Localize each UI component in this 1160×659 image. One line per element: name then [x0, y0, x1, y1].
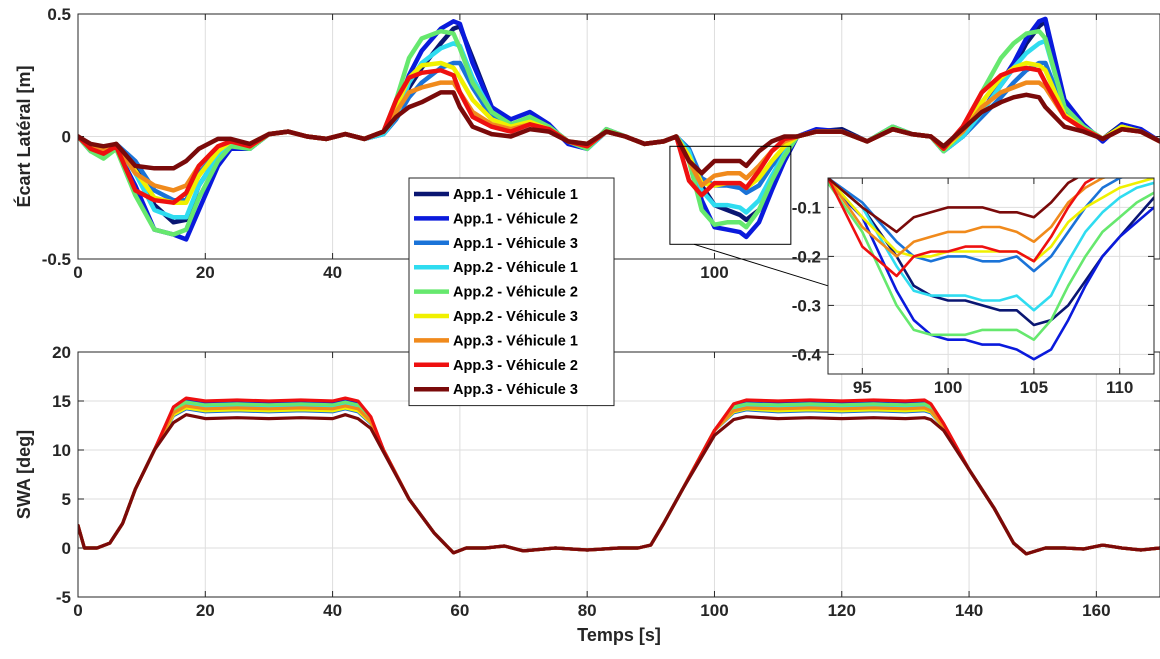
swa-y-tick-label: 15 — [52, 392, 71, 411]
lateral-x-tick-label: 20 — [196, 263, 215, 282]
swa-x-tick-label: 20 — [196, 601, 215, 620]
swa-x-tick-label: 0 — [73, 601, 82, 620]
zoom-x-tick-label: 105 — [1020, 378, 1048, 397]
legend-box — [408, 177, 615, 407]
swa-x-tick-label: 100 — [700, 601, 728, 620]
legend-entry-label: App.1 - Véhicule 3 — [453, 236, 578, 252]
legend-entry-label: App.2 - Véhicule 2 — [453, 285, 578, 301]
swa-x-axis-label: Temps [s] — [577, 625, 661, 645]
lateral-y-tick-label: -0.5 — [42, 250, 71, 269]
zoom-series-app-2-v-hicule-2 — [828, 181, 1154, 341]
zoom-series-group — [828, 178, 1154, 361]
swa-x-tick-label: 60 — [450, 601, 469, 620]
lateral-x-tick-label: 40 — [323, 263, 342, 282]
swa-y-tick-label: -5 — [56, 588, 71, 607]
swa-y-tick-label: 20 — [52, 343, 71, 362]
lateral-x-tick-label: 0 — [73, 263, 82, 282]
legend-entry-label: App.2 - Véhicule 3 — [453, 309, 578, 325]
zoom-axes-frame — [827, 177, 1155, 375]
zoom-y-tick-label: -0.3 — [792, 296, 821, 315]
zoom-y-tick-label: -0.4 — [792, 345, 822, 364]
swa-y-tick-label: 10 — [52, 441, 71, 460]
swa-y-tick-label: 5 — [62, 490, 71, 509]
legend: App.1 - Véhicule 1 App.1 - Véhicule 2 App.… — [408, 177, 615, 407]
zoom-series-app-3-v-hicule-1 — [828, 178, 1108, 258]
lateral-y-tick-label: 0 — [62, 128, 71, 147]
swa-x-tick-label: 120 — [828, 601, 856, 620]
swa-series-app-3-v-hicule-3 — [78, 413, 1160, 556]
lateral-y-tick-label: 0.5 — [47, 5, 71, 24]
zoom-y-tick-label: -0.2 — [792, 247, 821, 266]
zoom-series-app-1-v-hicule-2 — [828, 181, 1154, 361]
lateral-series-app-3-v-hicule-3 — [78, 90, 1160, 176]
zoom-series-app-1-v-hicule-3 — [828, 178, 1125, 273]
swa-x-tick-label: 160 — [1082, 601, 1110, 620]
zoom-series-app-3-v-hicule-3 — [828, 178, 1080, 234]
swa-x-tick-label: 80 — [578, 601, 597, 620]
legend-entry-label: App.1 - Véhicule 2 — [453, 211, 578, 227]
zoom-y-tick-label: -0.1 — [792, 198, 821, 217]
swa-series-group — [78, 396, 1160, 556]
swa-x-tick-label: 140 — [955, 601, 983, 620]
zoom-region-box — [669, 145, 792, 245]
legend-entry-label: App.1 - Véhicule 1 — [453, 187, 578, 203]
zoom-connector-line — [693, 243, 829, 287]
lateral-series-group — [78, 16, 1160, 242]
lateral-axes-frame — [77, 13, 1160, 260]
swa-y-axis-label: SWA [deg] — [14, 430, 34, 519]
zoom-x-tick-label: 110 — [1106, 378, 1133, 397]
legend-entry-label: App.2 - Véhicule 1 — [453, 260, 578, 276]
swa-plot-background — [78, 352, 1160, 597]
swa-x-tick-label: 40 — [323, 601, 342, 620]
lateral-y-axis-label: Écart Latéral [m] — [13, 65, 34, 207]
zoom-series-app-2-v-hicule-1 — [828, 178, 1154, 312]
zoom-x-tick-label: 100 — [934, 378, 962, 397]
lateral-x-tick-label: 100 — [700, 263, 728, 282]
swa-y-tick-label: 0 — [62, 539, 71, 558]
legend-entry-label: App.3 - Véhicule 2 — [453, 358, 578, 374]
legend-entry-label: App.3 - Véhicule 3 — [453, 382, 578, 398]
legend-entry-label: App.3 - Véhicule 1 — [453, 333, 578, 349]
zoom-series-app-3-v-hicule-2 — [828, 178, 1097, 278]
swa-axes-frame — [77, 351, 1160, 598]
zoom-x-tick-label: 95 — [853, 378, 872, 397]
